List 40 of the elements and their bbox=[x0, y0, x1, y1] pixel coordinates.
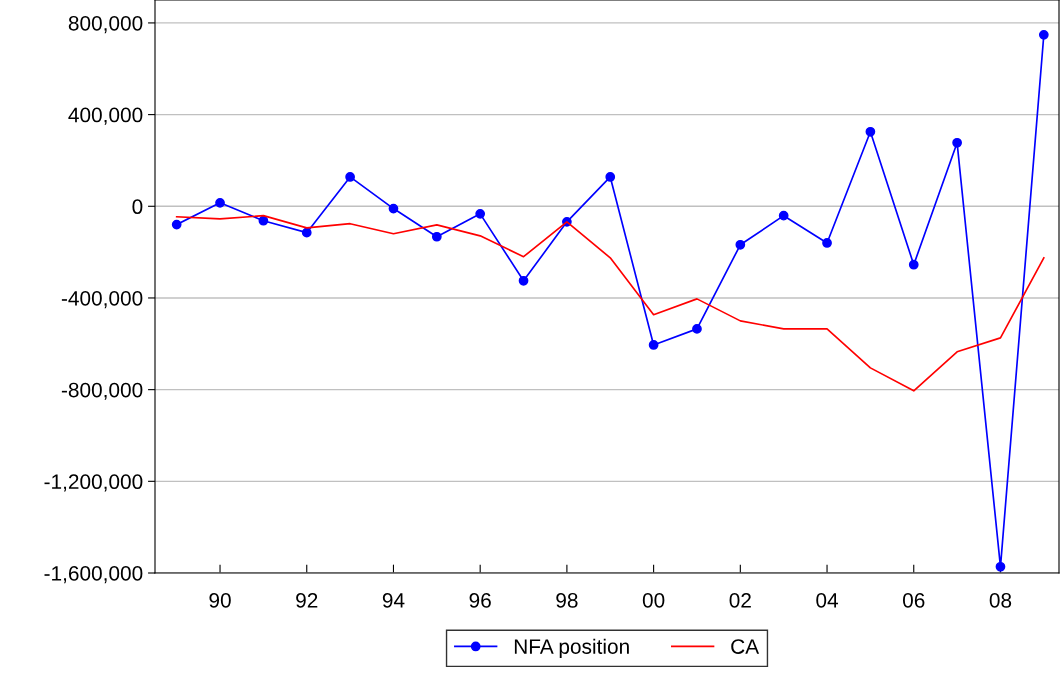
x-tick-label: 96 bbox=[469, 592, 491, 608]
x-tick-label: 90 bbox=[209, 592, 231, 608]
point bbox=[388, 203, 399, 214]
point bbox=[1038, 29, 1049, 40]
legend-label: NFA position bbox=[514, 638, 629, 659]
x-tick-label: 04 bbox=[816, 592, 839, 608]
point bbox=[171, 219, 182, 230]
point bbox=[431, 231, 442, 242]
y-tick-label: -1,600,000 bbox=[44, 566, 143, 584]
point bbox=[301, 227, 312, 238]
point bbox=[258, 215, 269, 226]
point bbox=[692, 324, 702, 334]
y-tick-label: 400,000 bbox=[68, 107, 143, 125]
point bbox=[995, 561, 1006, 572]
point bbox=[648, 340, 659, 350]
point bbox=[952, 137, 962, 148]
x-tick-label: 02 bbox=[729, 592, 751, 608]
x-tick-label: 92 bbox=[296, 592, 318, 608]
point bbox=[822, 238, 832, 248]
x-tick-label: 06 bbox=[902, 592, 925, 608]
y-tick-label: -400,000 bbox=[61, 290, 143, 309]
x-tick-label: 98 bbox=[556, 592, 578, 608]
y-tick-label: 0 bbox=[132, 199, 143, 215]
x-tick-label: 08 bbox=[989, 592, 1012, 608]
x-tick-label: 94 bbox=[382, 592, 405, 608]
point bbox=[908, 259, 919, 270]
point bbox=[735, 239, 746, 250]
line-series bbox=[175, 214, 1045, 392]
y-tick-label: -1,200,000 bbox=[44, 474, 143, 492]
x-tick-label: 00 bbox=[642, 592, 665, 608]
point bbox=[215, 197, 225, 208]
point bbox=[865, 126, 876, 137]
y-tick-label: -800,000 bbox=[61, 382, 143, 400]
point bbox=[345, 172, 355, 182]
point bbox=[475, 208, 486, 219]
point bbox=[778, 210, 789, 221]
legend-label: CA bbox=[731, 639, 760, 654]
point bbox=[605, 172, 616, 182]
point bbox=[518, 275, 529, 286]
y-tick-label: 800,000 bbox=[68, 15, 143, 34]
